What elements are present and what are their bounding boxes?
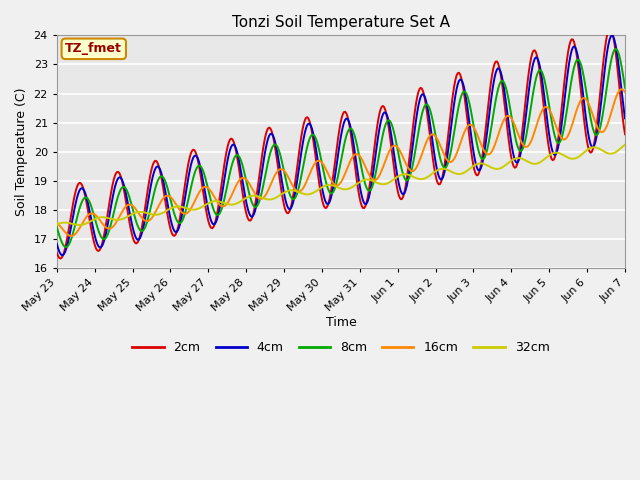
Legend: 2cm, 4cm, 8cm, 16cm, 32cm: 2cm, 4cm, 8cm, 16cm, 32cm (127, 336, 554, 360)
Text: TZ_fmet: TZ_fmet (65, 42, 122, 55)
Y-axis label: Soil Temperature (C): Soil Temperature (C) (15, 87, 28, 216)
X-axis label: Time: Time (326, 316, 356, 329)
Title: Tonzi Soil Temperature Set A: Tonzi Soil Temperature Set A (232, 15, 450, 30)
